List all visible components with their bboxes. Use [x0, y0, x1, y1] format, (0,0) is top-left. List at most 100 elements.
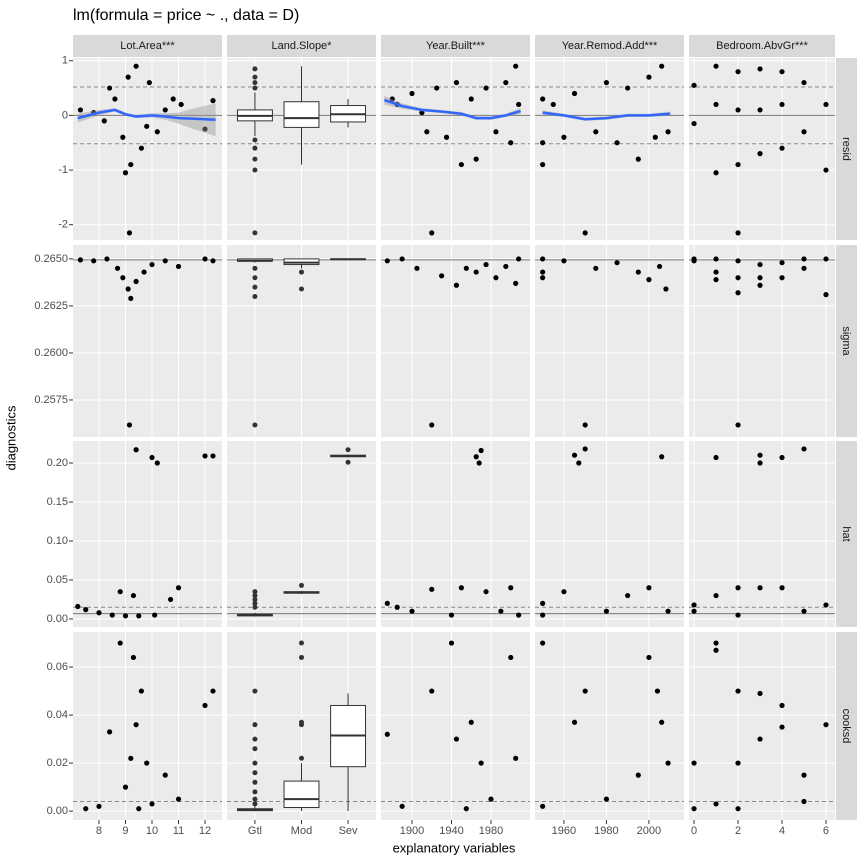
outlier	[252, 265, 258, 271]
outlier	[252, 294, 258, 300]
point	[823, 256, 829, 262]
point	[458, 161, 464, 168]
outlier	[252, 736, 258, 742]
strip	[689, 35, 835, 57]
point	[603, 608, 610, 614]
panel-background	[73, 441, 222, 627]
point	[453, 736, 460, 742]
point	[133, 63, 139, 69]
x-tick-label: 4	[779, 825, 785, 837]
x-tick-label: Sev	[339, 825, 358, 837]
point	[429, 230, 435, 236]
point	[550, 101, 556, 108]
x-tick-label: 1980	[479, 825, 503, 837]
point	[130, 592, 137, 599]
point	[130, 654, 137, 661]
point	[434, 85, 440, 91]
point	[540, 256, 546, 262]
smooth-line	[383, 98, 521, 120]
point	[149, 801, 155, 807]
point	[571, 90, 578, 97]
point	[429, 422, 435, 428]
strip-label: resid	[840, 137, 852, 161]
point	[779, 585, 785, 591]
point	[779, 145, 785, 151]
point	[823, 167, 829, 173]
point	[138, 688, 145, 694]
outlier	[252, 156, 258, 162]
point	[652, 134, 658, 140]
point	[483, 589, 489, 595]
y-tick-label: 0.02	[47, 757, 68, 769]
point	[603, 796, 610, 802]
point	[540, 140, 546, 146]
point	[399, 803, 405, 809]
point	[96, 610, 102, 616]
point	[582, 688, 588, 694]
point	[175, 585, 182, 591]
box	[283, 101, 320, 128]
point	[646, 74, 652, 80]
point	[448, 612, 455, 618]
point	[691, 602, 697, 608]
x-tick-label: 0	[691, 825, 697, 837]
outlier	[252, 760, 258, 766]
point	[136, 806, 142, 812]
point	[394, 604, 400, 610]
point	[473, 454, 479, 460]
strip-label: Year.Remod.Add***	[562, 40, 658, 52]
point	[713, 454, 719, 461]
point	[128, 161, 134, 168]
point	[516, 256, 522, 262]
point	[757, 151, 763, 157]
y-tick-label: -2	[58, 219, 68, 231]
point	[635, 269, 641, 275]
point	[713, 277, 719, 283]
point	[659, 63, 665, 69]
panel-background	[381, 245, 530, 437]
point	[713, 640, 719, 646]
point	[576, 460, 582, 466]
y-tick-label: 0.20	[47, 457, 68, 469]
point	[149, 454, 155, 461]
outlier	[252, 801, 258, 807]
point	[144, 760, 150, 766]
point	[122, 170, 129, 176]
point	[757, 275, 763, 281]
strip	[535, 35, 684, 57]
point	[571, 719, 578, 725]
point	[202, 126, 208, 132]
point	[779, 275, 785, 281]
point	[508, 585, 514, 591]
point	[513, 280, 519, 286]
point	[133, 278, 139, 285]
point	[106, 85, 113, 91]
strip-label: sigma	[840, 326, 852, 356]
point	[735, 161, 741, 168]
point	[476, 460, 482, 466]
strip	[227, 35, 376, 57]
outlier	[299, 719, 304, 725]
y-tick-label: 0.00	[47, 805, 68, 817]
point	[582, 230, 588, 236]
point	[540, 600, 546, 606]
panel-background	[73, 58, 222, 240]
point	[823, 292, 829, 298]
point	[691, 120, 697, 127]
point	[149, 261, 155, 268]
point	[458, 585, 464, 591]
point	[713, 63, 719, 69]
point	[468, 96, 474, 102]
outlier	[299, 286, 304, 292]
point	[757, 261, 763, 268]
outlier	[252, 770, 258, 776]
point	[757, 452, 763, 458]
point	[210, 688, 216, 694]
outlier	[252, 230, 258, 236]
point	[122, 784, 129, 790]
point	[593, 265, 599, 271]
smooth-line	[542, 111, 671, 121]
point	[757, 690, 763, 697]
point	[473, 269, 479, 275]
point	[656, 263, 663, 270]
